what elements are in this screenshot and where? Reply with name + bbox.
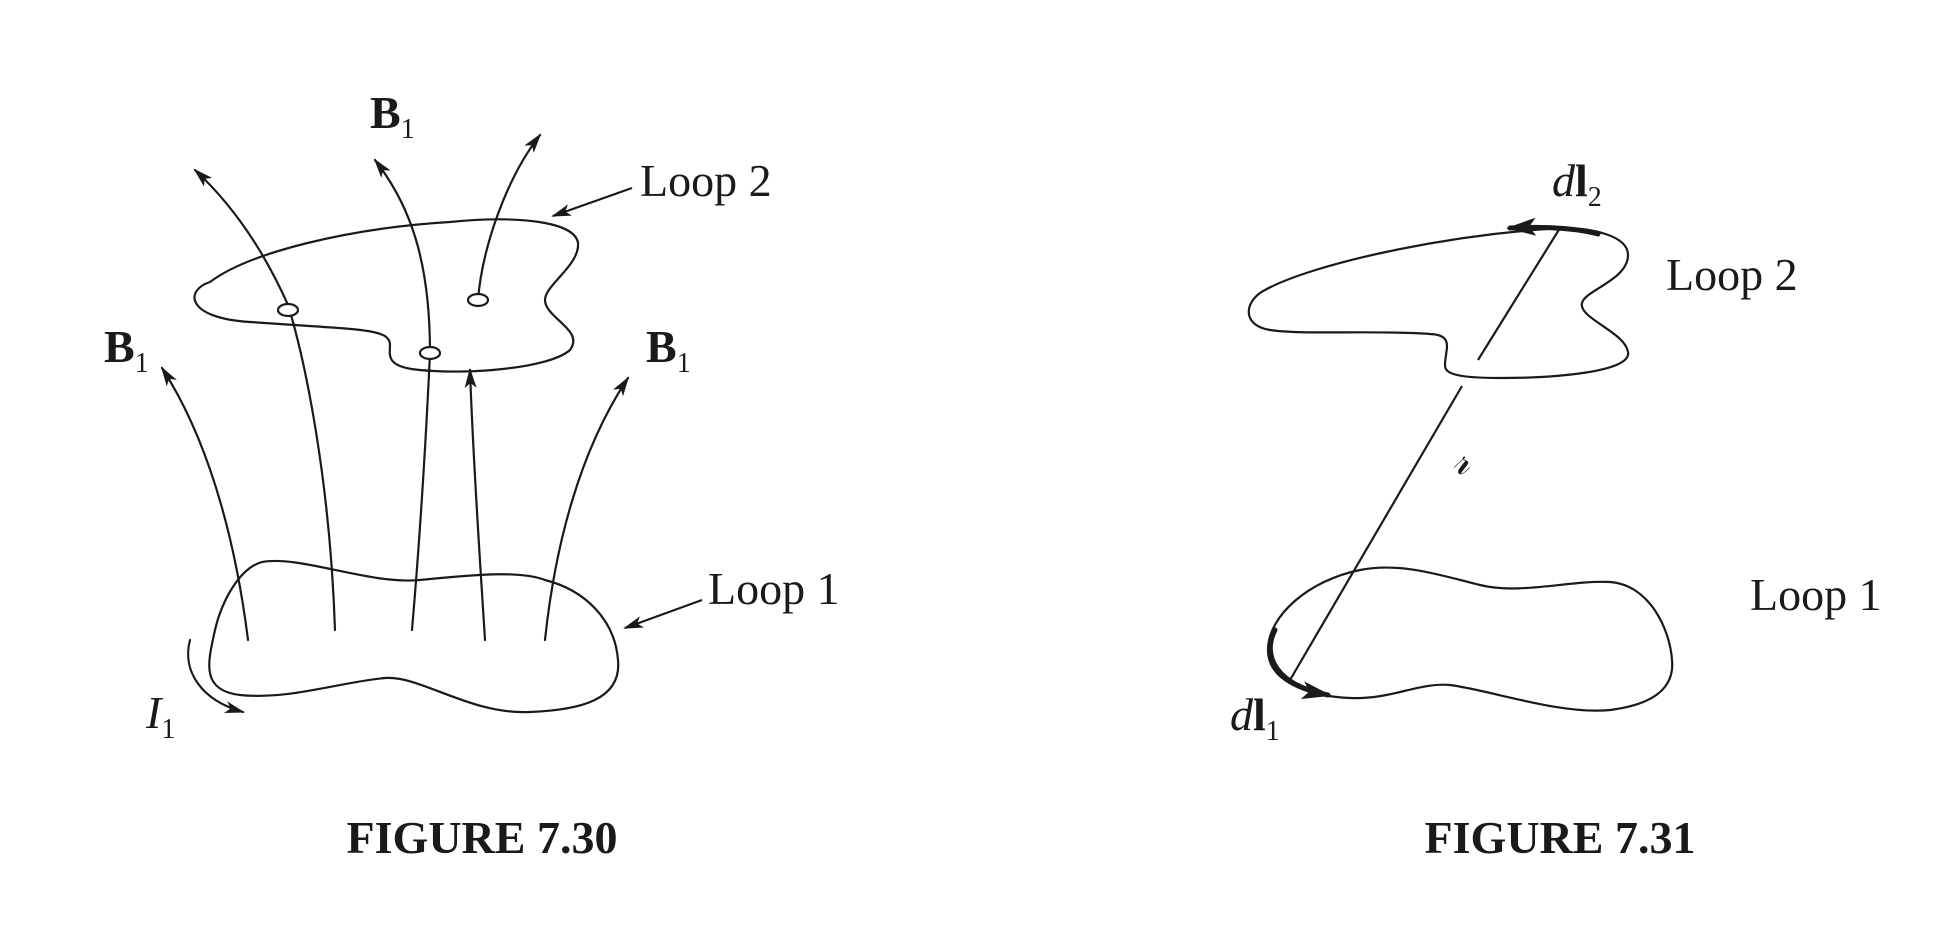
figure-7-31-caption: FIGURE 7.31 bbox=[1425, 812, 1696, 863]
separation-line-lower bbox=[1289, 385, 1463, 681]
loop-2-label: Loop 2 bbox=[640, 155, 772, 206]
field-label-top: B1 bbox=[370, 87, 415, 145]
current-label: I1 bbox=[145, 687, 175, 745]
loop-1-pointer bbox=[623, 598, 703, 630]
loop-1-outline bbox=[208, 559, 620, 714]
dl1-tangent-arrow bbox=[1267, 627, 1332, 700]
piercing-point-left bbox=[276, 302, 300, 318]
loop-2-outline bbox=[1247, 226, 1630, 380]
loop-1-outline bbox=[1266, 566, 1674, 712]
loop-2-pointer bbox=[551, 186, 633, 218]
field-line-far-right bbox=[543, 376, 630, 642]
field-line-center bbox=[373, 158, 432, 632]
loop-2-outline bbox=[193, 218, 580, 373]
figure-7-30: B1 B1 B1 Loop 2 Loop 1 I1 FIGURE 7.30 bbox=[104, 87, 840, 863]
figure-7-31: dl2 dl1 𝓇 Loop 2 Loop 1 FIGURE 7.31 bbox=[1230, 155, 1882, 863]
dl2-label: dl2 bbox=[1552, 155, 1602, 213]
piercing-point-center bbox=[418, 345, 442, 361]
field-line-inner-right bbox=[464, 368, 487, 642]
field-line-far-left bbox=[160, 366, 250, 642]
loop-2-label: Loop 2 bbox=[1666, 249, 1798, 300]
field-line-inner-right-upper bbox=[476, 133, 542, 302]
loop-1-label: Loop 1 bbox=[708, 563, 840, 614]
field-label-left: B1 bbox=[104, 321, 149, 379]
piercing-point-right bbox=[466, 292, 490, 308]
separation-line-upper bbox=[1477, 227, 1561, 361]
separation-label: 𝓇 bbox=[1452, 438, 1471, 484]
figure-7-30-caption: FIGURE 7.30 bbox=[347, 812, 618, 863]
current-direction-arrow bbox=[187, 638, 245, 714]
dl2-tangent-arrow bbox=[1506, 217, 1601, 237]
loop-1-label: Loop 1 bbox=[1750, 569, 1882, 620]
field-label-right: B1 bbox=[646, 321, 691, 379]
field-line-inner-left bbox=[193, 168, 337, 632]
dl1-label: dl1 bbox=[1230, 689, 1280, 747]
